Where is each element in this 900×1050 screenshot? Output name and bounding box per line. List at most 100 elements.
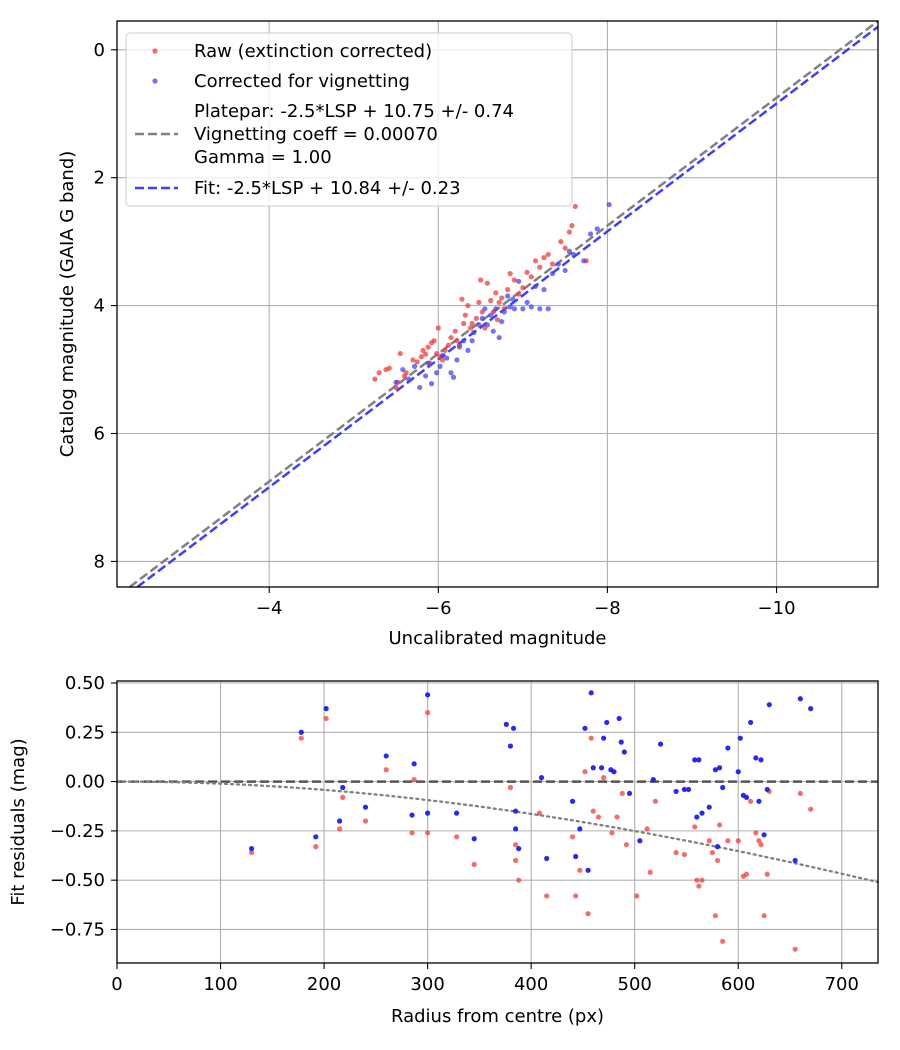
top-axes-frame bbox=[116, 20, 879, 588]
bottom-point-corrected bbox=[544, 855, 550, 862]
bottom-point-raw bbox=[758, 842, 764, 848]
top-point-raw bbox=[528, 274, 534, 280]
bottom-point-raw bbox=[753, 830, 759, 836]
top-point-raw bbox=[569, 223, 575, 229]
bottom-point-corrected bbox=[696, 757, 702, 763]
bottom-point-raw bbox=[425, 830, 431, 836]
legend-marker-raw bbox=[152, 48, 158, 54]
top-point-corrected bbox=[476, 322, 482, 328]
bottom-point-raw bbox=[681, 851, 687, 858]
top-point-raw bbox=[537, 264, 543, 270]
top-line-fit bbox=[136, 25, 879, 588]
top-point-raw bbox=[465, 302, 471, 309]
top-point-corrected bbox=[482, 306, 488, 312]
top-point-corrected bbox=[566, 248, 572, 254]
top-point-raw bbox=[493, 290, 499, 296]
bottom-point-raw bbox=[756, 838, 762, 844]
top-point-corrected bbox=[428, 381, 435, 387]
top-point-raw bbox=[488, 297, 494, 304]
top-point-corrected bbox=[541, 287, 547, 293]
top-x-ticks: −4 −6 −8 −10 bbox=[256, 587, 796, 619]
top-point-raw bbox=[469, 320, 475, 327]
bottom-point-corrected bbox=[323, 706, 329, 712]
bottom-point-raw bbox=[513, 857, 519, 864]
bottom-point-raw bbox=[647, 869, 653, 875]
bottom-point-raw bbox=[248, 849, 255, 856]
top-point-corrected bbox=[461, 338, 467, 344]
bottom-point-raw bbox=[761, 913, 767, 919]
top-point-corrected bbox=[562, 267, 568, 274]
top-point-corrected bbox=[594, 226, 600, 232]
top-point-raw bbox=[393, 384, 399, 391]
top-point-raw bbox=[473, 315, 479, 321]
bottom-point-corrected bbox=[743, 794, 750, 800]
bottom-point-corrected bbox=[362, 804, 369, 810]
top-point-raw bbox=[442, 347, 448, 353]
bottom-x-tick-label: 200 bbox=[307, 974, 341, 995]
legend-label-platepar-2: Vignetting coeff = 0.00070 bbox=[194, 124, 438, 145]
bottom-point-raw bbox=[634, 893, 640, 899]
bottom-point-corrected bbox=[673, 788, 679, 795]
top-y-ticks: 0 2 4 6 8 bbox=[94, 40, 117, 572]
bottom-point-corrected bbox=[792, 857, 798, 864]
bottom-point-corrected bbox=[569, 798, 576, 804]
top-point-raw bbox=[397, 350, 403, 357]
top-point-raw bbox=[434, 350, 440, 357]
legend-label-platepar-1: Platepar: -2.5*LSP + 10.75 +/- 0.74 bbox=[194, 101, 514, 122]
bottom-point-raw bbox=[573, 893, 579, 899]
bottom-point-corrected bbox=[516, 846, 522, 852]
legend-box bbox=[125, 32, 573, 207]
top-point-raw bbox=[477, 277, 484, 283]
bottom-point-raw bbox=[725, 838, 731, 844]
bottom-point-raw bbox=[601, 775, 607, 781]
bottom-x-tick-label: 400 bbox=[514, 974, 548, 995]
bottom-point-raw bbox=[409, 830, 415, 836]
bottom-point-raw bbox=[585, 911, 591, 917]
bottom-point-corrected bbox=[712, 767, 719, 773]
bottom-point-raw bbox=[340, 794, 346, 800]
top-point-corrected bbox=[484, 322, 490, 328]
top-point-corrected bbox=[587, 231, 594, 237]
bottom-point-corrected bbox=[471, 836, 477, 842]
bottom-point-corrected bbox=[573, 853, 579, 860]
bottom-x-ticks: 0 100 200 300 400 500 600 700 bbox=[111, 963, 859, 995]
top-point-corrected bbox=[499, 318, 505, 325]
bottom-point-raw bbox=[454, 834, 460, 840]
top-point-raw bbox=[425, 344, 431, 350]
bottom-point-corrected bbox=[694, 814, 700, 820]
top-point-corrected bbox=[434, 370, 440, 376]
bottom-y-tick-label: 0.25 bbox=[65, 722, 105, 743]
bottom-point-corrected bbox=[618, 739, 624, 745]
bottom-vignetting-curve bbox=[115, 780, 880, 884]
top-x-tick-label: −6 bbox=[425, 598, 452, 619]
bottom-point-raw bbox=[298, 735, 304, 741]
bottom-point-corrected bbox=[298, 729, 304, 735]
top-point-corrected bbox=[511, 306, 518, 312]
bottom-point-raw bbox=[644, 826, 650, 832]
bottom-x-tick-label: 100 bbox=[203, 974, 237, 995]
bottom-point-corrected bbox=[582, 725, 588, 731]
bottom-point-corrected bbox=[604, 719, 610, 726]
bottom-point-corrected bbox=[513, 826, 519, 832]
top-x-tick-label: −8 bbox=[594, 598, 621, 619]
residuals-plot: 0 100 200 300 400 500 600 700 0.50 0.25 0.00 −0.25… bbox=[8, 673, 880, 1027]
top-y-tick-label: 8 bbox=[94, 551, 105, 572]
bottom-x-tick-label: 500 bbox=[618, 974, 652, 995]
top-y-tick-label: 0 bbox=[94, 40, 105, 61]
top-point-corrected bbox=[581, 258, 587, 264]
top-point-corrected bbox=[501, 309, 507, 315]
bottom-point-corrected bbox=[425, 692, 431, 698]
bottom-point-corrected bbox=[598, 765, 605, 771]
bottom-x-axis-label: Radius from centre (px) bbox=[391, 1006, 604, 1027]
bottom-point-raw bbox=[720, 938, 726, 944]
bottom-point-raw bbox=[792, 946, 798, 952]
top-point-corrected bbox=[606, 201, 612, 208]
bottom-point-corrected bbox=[337, 818, 343, 824]
bottom-point-raw bbox=[709, 849, 715, 856]
bottom-point-corrected bbox=[748, 719, 754, 726]
top-point-raw bbox=[376, 370, 382, 376]
top-point-raw bbox=[532, 258, 539, 264]
top-point-corrected bbox=[469, 338, 475, 344]
bottom-x-tick-label: 0 bbox=[111, 974, 122, 995]
bottom-point-raw bbox=[797, 790, 803, 797]
